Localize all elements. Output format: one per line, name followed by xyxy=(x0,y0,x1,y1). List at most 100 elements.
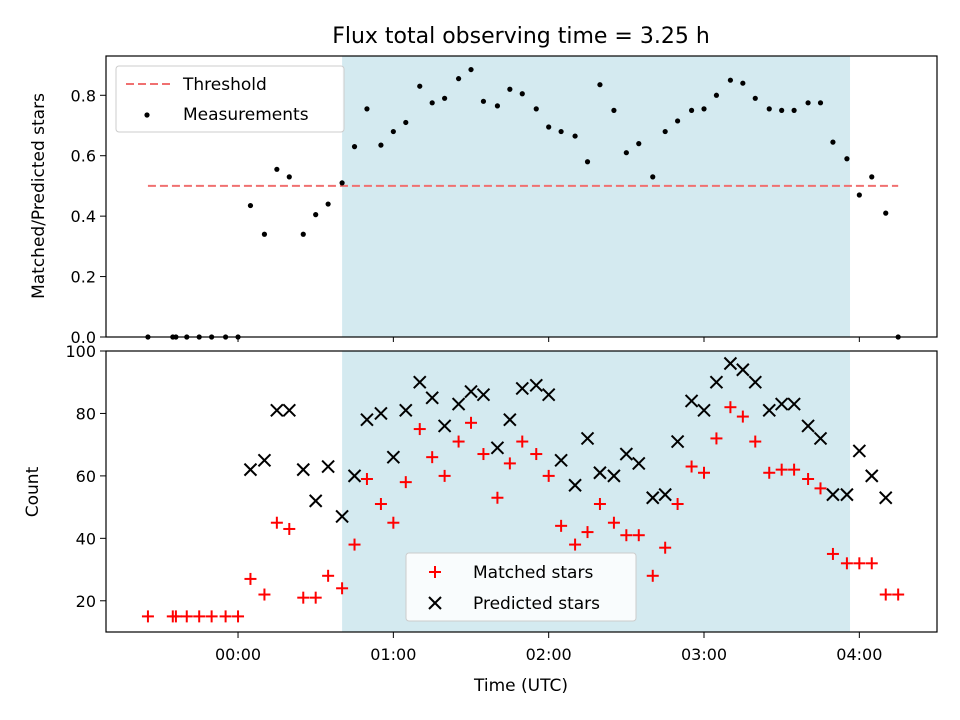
matched-star-point xyxy=(802,473,815,486)
predicted-star-point xyxy=(684,394,699,408)
matched-star-point xyxy=(814,482,827,495)
matched-star-point xyxy=(659,541,672,554)
predicted-star-point xyxy=(503,412,517,427)
measurement-point xyxy=(713,92,720,98)
y-tick-label: 0.0 xyxy=(71,328,96,347)
x-tick-label: 03:00 xyxy=(681,645,727,664)
measurement-point xyxy=(688,107,695,113)
matched-star-point xyxy=(360,473,373,486)
y-tick-label: 40 xyxy=(76,529,96,548)
matched-star-point xyxy=(671,497,684,510)
measurement-point xyxy=(261,231,268,237)
measurements-legend-label: Measurements xyxy=(183,105,309,125)
measurement-point xyxy=(300,231,306,237)
matched-stars-legend-label: Matched stars xyxy=(473,563,593,583)
predicted-star-point xyxy=(762,403,776,418)
top-shaded-region xyxy=(342,56,851,337)
measurement-point xyxy=(455,76,462,82)
measurement-point xyxy=(752,95,758,101)
bottom-x-ticks: 00:00 01:00 02:00 03:00 04:00 xyxy=(215,632,882,664)
top-plot-frame xyxy=(105,55,938,338)
measurement-point xyxy=(286,174,292,180)
matched-star-point xyxy=(685,460,698,473)
bottom-y-ticks: 20 40 60 80 100 xyxy=(65,342,106,611)
chart-title: Flux total observing time = 3.25 h xyxy=(332,24,710,49)
matched-star-point xyxy=(530,448,543,461)
measurement-point xyxy=(597,82,603,88)
predicted-star-point xyxy=(736,363,750,377)
measurement-point xyxy=(791,107,797,113)
predicted-star-point xyxy=(619,447,634,461)
measurement-point xyxy=(883,210,889,216)
predicted-star-point xyxy=(879,491,893,505)
bottom-panel: 20 40 60 80 100 00:00 01:00 02:00 03:00 04:00 Co… xyxy=(23,342,938,696)
matched-star-point xyxy=(336,582,349,595)
predicted-star-point xyxy=(437,419,452,433)
matched-star-point xyxy=(865,557,878,570)
measurement-point xyxy=(494,103,501,109)
predicted-star-point xyxy=(865,469,879,483)
matched-stars-legend-swatch xyxy=(429,566,441,578)
predicted-star-point xyxy=(529,378,543,393)
predicted-star-point xyxy=(399,403,413,418)
top-y-axis-label: Matched/Predicted stars xyxy=(29,93,49,299)
x-tick-label: 04:00 xyxy=(836,645,882,664)
predicted-star-point xyxy=(386,450,401,464)
bottom-plot-frame xyxy=(105,350,938,633)
matched-star-point xyxy=(646,569,659,582)
matched-stars-points xyxy=(141,401,905,623)
matched-star-point xyxy=(620,529,633,542)
predicted-star-point xyxy=(541,388,556,402)
predicted-star-point xyxy=(723,356,738,371)
measurement-point xyxy=(844,156,850,162)
measurement-point xyxy=(480,98,487,104)
top-legend-box xyxy=(115,65,345,133)
predicted-star-point xyxy=(748,375,762,389)
predicted-star-point xyxy=(580,431,595,446)
matched-star-point xyxy=(465,416,478,429)
matched-star-point xyxy=(141,610,154,623)
matched-star-point xyxy=(438,469,451,482)
y-tick-label: 0.8 xyxy=(71,86,96,105)
predicted-star-point xyxy=(568,478,582,492)
matched-star-point xyxy=(710,432,723,445)
measurement-point xyxy=(403,119,409,126)
matched-star-point xyxy=(763,466,776,479)
x-tick-label: 01:00 xyxy=(370,645,416,664)
predicted-star-point xyxy=(360,412,374,427)
measurement-point xyxy=(766,106,772,112)
measurement-point xyxy=(558,128,564,135)
measurement-point xyxy=(675,118,681,124)
matched-star-point xyxy=(788,463,801,476)
threshold-legend-label: Threshold xyxy=(182,75,267,95)
predicted-star-point xyxy=(413,375,427,389)
x-tick-label: 02:00 xyxy=(526,645,572,664)
measurement-point xyxy=(247,202,254,209)
matched-star-point xyxy=(503,457,516,470)
predicted-star-point xyxy=(632,456,646,471)
matched-star-point xyxy=(724,401,737,414)
measurement-point xyxy=(390,128,396,135)
matched-star-point xyxy=(516,435,529,448)
measurement-point xyxy=(313,212,319,218)
matched-star-point xyxy=(853,557,866,570)
predicted-star-point xyxy=(658,487,672,502)
matched-star-point xyxy=(348,538,361,551)
matched-star-point xyxy=(477,448,490,461)
top-x-ticks xyxy=(237,337,860,342)
matched-star-point xyxy=(555,519,568,532)
predicted-star-point xyxy=(787,397,801,411)
matched-star-point xyxy=(607,516,620,529)
matched-star-point xyxy=(491,491,504,504)
matched-star-point xyxy=(581,526,594,539)
predicted-star-point xyxy=(670,434,685,449)
measurement-point xyxy=(830,139,836,145)
measurement-point xyxy=(533,106,539,112)
y-tick-label: 20 xyxy=(76,592,96,611)
predicted-stars-legend-label: Predicted stars xyxy=(473,594,600,614)
top-panel: 0.00.20.40.60.8 Matched/Predicted stars … xyxy=(29,55,938,347)
measurement-point xyxy=(351,144,358,150)
matched-star-point xyxy=(775,463,788,476)
matched-star-point xyxy=(879,588,892,601)
